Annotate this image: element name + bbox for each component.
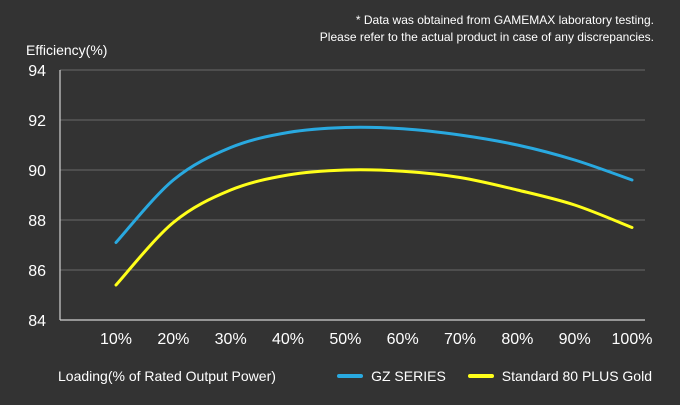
series-line-standard-gold (114, 168, 634, 287)
series-lines (114, 125, 634, 287)
legend-swatch-gz-series (337, 374, 364, 378)
x-tick-label: 50% (329, 331, 361, 348)
y-tick-label: 90 (28, 163, 46, 180)
y-tick-label: 94 (28, 63, 46, 80)
x-tick-labels: 10% 20% 30% 40% 50% 60% 70% 80% 90% 100% (100, 331, 652, 348)
disclaimer-line-2: Please refer to the actual product in ca… (319, 30, 654, 44)
legend-swatch-standard-gold (467, 374, 494, 378)
legend-label-gz-series: GZ SERIES (371, 368, 446, 384)
legend-item-gz-series: GZ SERIES (337, 368, 446, 384)
y-tick-label: 84 (28, 313, 46, 330)
x-tick-label: 100% (612, 331, 653, 348)
y-tick-labels: 84 86 88 90 92 94 (28, 63, 46, 330)
x-tick-label: 30% (215, 331, 247, 348)
legend-item-standard-gold: Standard 80 PLUS Gold (467, 368, 652, 384)
x-axis-label: Loading(% of Rated Output Power) (58, 368, 276, 384)
x-tick-label: 60% (387, 331, 419, 348)
disclaimer: * Data was obtained from GAMEMAX laborat… (320, 12, 654, 46)
y-tick-label: 92 (28, 113, 46, 130)
x-tick-label: 10% (100, 331, 132, 348)
x-tick-label: 90% (559, 331, 591, 348)
y-tick-label: 86 (28, 263, 46, 280)
x-tick-label: 70% (444, 331, 476, 348)
x-tick-label: 80% (501, 331, 533, 348)
x-tick-label: 20% (157, 331, 189, 348)
x-tick-label: 40% (272, 331, 304, 348)
legend-label-standard-gold: Standard 80 PLUS Gold (501, 368, 652, 384)
series-line-gz-series (114, 125, 634, 244)
legend: GZ SERIES Standard 80 PLUS Gold (315, 368, 652, 384)
disclaimer-line-1: * Data was obtained from GAMEMAX laborat… (355, 13, 654, 27)
y-axis-label: Efficiency(%) (26, 42, 108, 58)
y-tick-label: 88 (28, 213, 46, 230)
axes (59, 70, 645, 321)
